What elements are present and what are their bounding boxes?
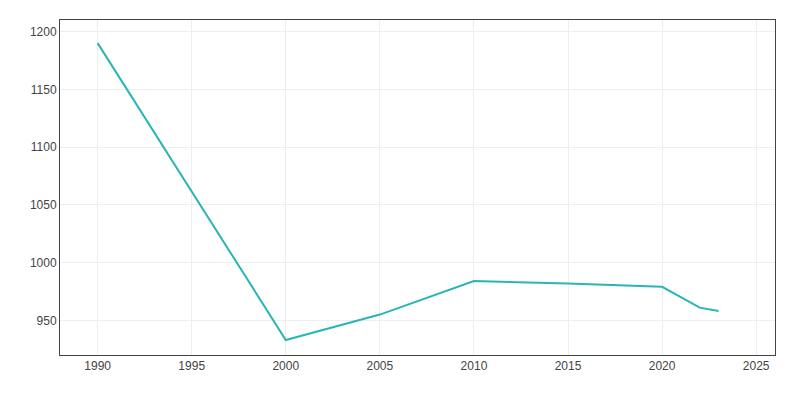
svg-text:2020: 2020: [649, 359, 676, 373]
svg-text:1050: 1050: [30, 198, 57, 212]
svg-text:2025: 2025: [743, 359, 770, 373]
svg-text:1990: 1990: [84, 359, 111, 373]
svg-text:1000: 1000: [30, 256, 57, 270]
svg-text:2000: 2000: [272, 359, 299, 373]
svg-text:950: 950: [37, 314, 57, 328]
svg-text:2015: 2015: [555, 359, 582, 373]
svg-text:2005: 2005: [367, 359, 394, 373]
svg-text:1150: 1150: [31, 83, 57, 97]
svg-text:2010: 2010: [461, 359, 488, 373]
svg-text:1100: 1100: [31, 140, 57, 154]
svg-text:1200: 1200: [30, 25, 57, 39]
svg-text:1995: 1995: [178, 359, 205, 373]
